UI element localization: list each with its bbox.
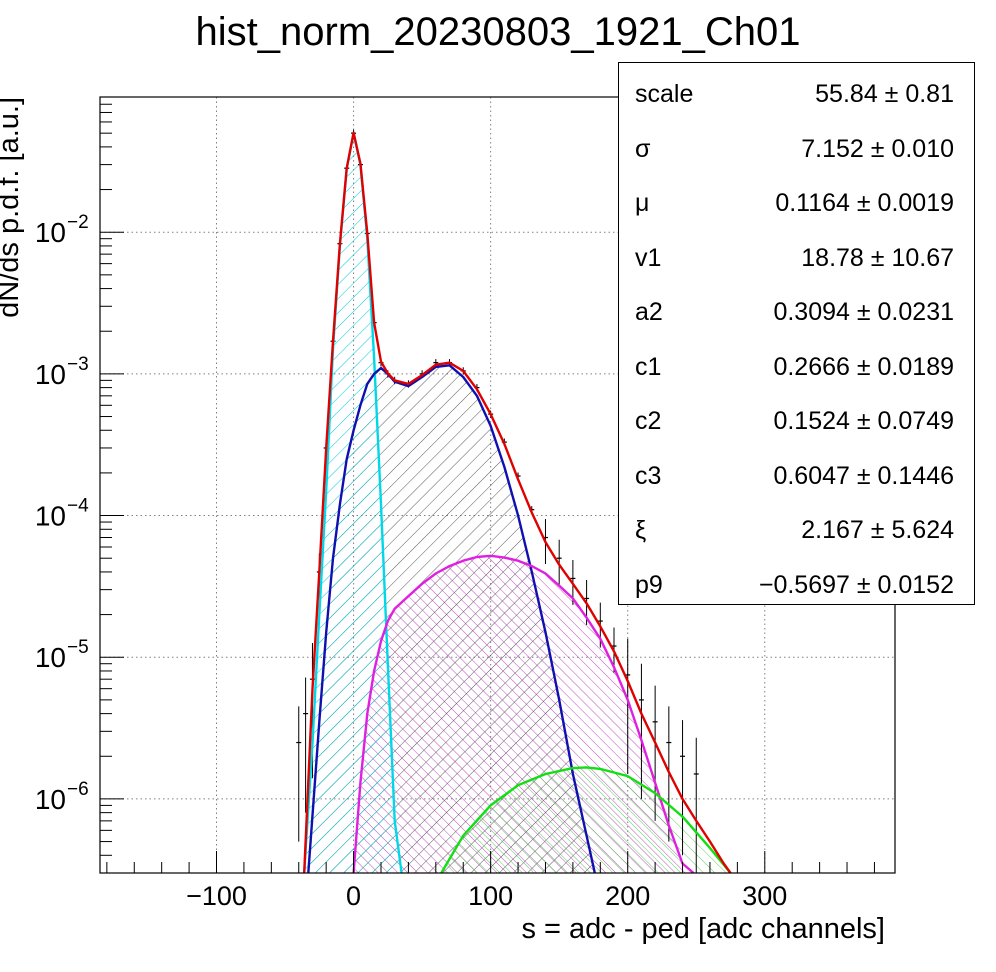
one_pe-curve [307, 364, 596, 873]
stat-row: c2 0.1524 ± 0.0749 [619, 395, 974, 449]
chart-title: hist_norm_20230803_1921_Ch01 [195, 10, 801, 54]
y-tick-label-base: 10 [35, 642, 66, 673]
pedestal-hatch-fill [304, 133, 402, 873]
three_pe-hatch-fill [441, 767, 731, 873]
stat-value: 18.78 ± 10.67 [801, 243, 954, 272]
stat-value: 0.1164 ± 0.0019 [775, 189, 954, 217]
y-tick-label-base: 10 [35, 359, 66, 390]
y-tick-label-exponent: −3 [67, 354, 89, 375]
stat-name: c2 [635, 407, 662, 435]
stat-value: 7.152 ± 0.010 [801, 134, 954, 163]
fit-curves [303, 131, 732, 873]
stat-row: ξ 2.167 ± 5.624 [619, 504, 974, 558]
stat-value: −0.5697 ± 0.0152 [758, 570, 954, 599]
fit-parameters-box: scale 55.84 ± 0.81 σ 7.152 ± 0.010 μ 0.1164 ±… [618, 62, 975, 605]
x-tick-label: 100 [468, 881, 513, 911]
stat-name: p9 [635, 570, 663, 599]
y-tick-label-base: 10 [35, 784, 66, 815]
stat-name: σ [635, 134, 651, 163]
stat-value: 2.167 ± 5.624 [801, 516, 954, 544]
y-tick-label-base: 10 [35, 217, 66, 248]
y-tick-label-exponent: −4 [67, 496, 89, 517]
stat-name: c3 [635, 461, 662, 490]
stat-value: 55.84 ± 0.81 [815, 80, 954, 108]
stat-value: 0.6047 ± 0.1446 [773, 461, 954, 490]
stat-row: c1 0.2666 ± 0.0189 [619, 341, 974, 395]
stat-row: v1 18.78 ± 10.67 [619, 232, 974, 286]
stat-row: σ 7.152 ± 0.010 [619, 123, 974, 177]
x-tick-label: 0 [346, 881, 361, 911]
x-tick-label: 300 [742, 881, 787, 911]
x-tick-label: −100 [186, 881, 247, 911]
y-tick-label-exponent: −2 [67, 212, 89, 233]
stat-row: p9 −0.5697 ± 0.0152 [619, 559, 974, 613]
stat-name: v1 [635, 243, 662, 272]
stat-name: ξ [635, 516, 647, 544]
stat-name: c1 [635, 352, 662, 381]
y-tick-label-base: 10 [35, 501, 66, 532]
y-axis-label: dN/ds p.d.f. [a.u.] [0, 97, 25, 318]
stat-row: scale 55.84 ± 0.81 [619, 68, 974, 122]
stat-row: μ 0.1164 ± 0.0019 [619, 177, 974, 231]
stat-value: 0.3094 ± 0.0231 [773, 298, 954, 326]
y-tick-label-exponent: −6 [67, 779, 89, 800]
stat-row: a2 0.3094 ± 0.0231 [619, 286, 974, 340]
y-tick-label-exponent: −5 [67, 637, 89, 658]
stat-name: scale [635, 80, 694, 108]
x-tick-label: 200 [605, 881, 650, 911]
stat-name: μ [635, 189, 650, 217]
three_pe-curve [440, 766, 732, 873]
total_fit-curve [303, 131, 732, 873]
stat-row: c3 0.6047 ± 0.1446 [619, 450, 974, 504]
stat-name: a2 [635, 298, 663, 326]
stat-value: 0.2666 ± 0.0189 [773, 352, 954, 381]
two_pe-curve [352, 554, 695, 873]
stat-value: 0.1524 ± 0.0749 [773, 407, 954, 435]
x-axis-label: s = adc - ped [adc channels] [521, 913, 885, 945]
